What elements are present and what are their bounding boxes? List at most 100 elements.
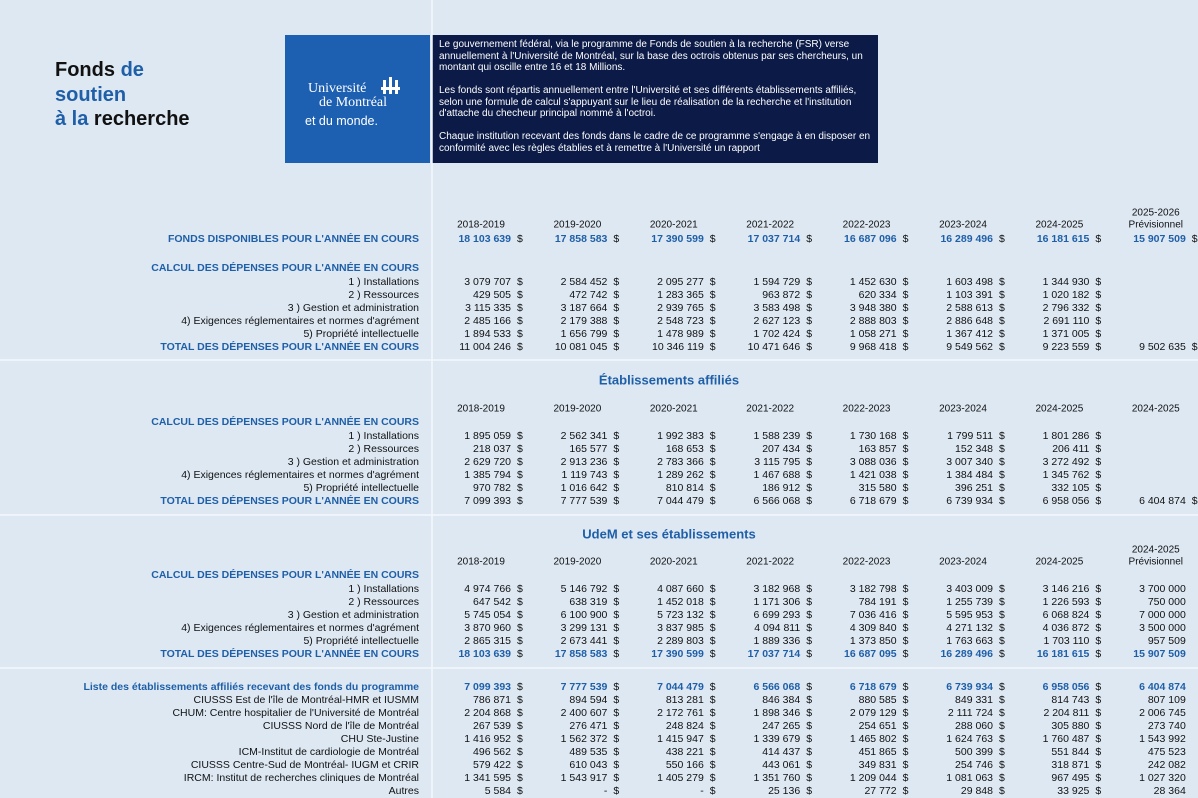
currency: $	[806, 302, 812, 314]
currency: $	[517, 482, 523, 494]
currency: $	[806, 746, 812, 758]
currency: $	[806, 469, 812, 481]
cell-value: 168 653	[666, 443, 704, 455]
cell-value: 6 739 934	[946, 495, 993, 507]
cell-value: 5 146 792	[561, 583, 608, 595]
cell-value: 206 411	[1052, 443, 1089, 455]
cell-value: 2 673 441	[561, 635, 608, 647]
cell-value: 6 100 900	[561, 609, 608, 621]
cell-value: 1 656 799	[561, 328, 608, 340]
currency: $	[999, 720, 1005, 732]
currency: $	[999, 596, 1005, 608]
cell-value: 152 348	[955, 443, 993, 455]
cell-value: 7 777 539	[561, 681, 608, 693]
cell-value: 332 105	[1051, 482, 1089, 494]
cell-value: 846 384	[762, 694, 800, 706]
title-word: soutien	[55, 83, 127, 106]
currency: $	[903, 772, 909, 784]
cell-value: 7 036 416	[850, 609, 897, 621]
currency: $	[517, 302, 523, 314]
cell-value: 273 740	[1148, 720, 1186, 732]
cell-value: 7 777 539	[561, 495, 608, 507]
cell-value: 1 020 182	[1043, 289, 1090, 301]
cell-value: 1 103 391	[946, 289, 993, 301]
currency: $	[903, 583, 909, 595]
cell-value: 2 588 613	[946, 302, 993, 314]
year-header: 2020-2021	[650, 404, 698, 415]
cell-value: 1 415 947	[657, 733, 704, 745]
currency: $	[806, 648, 812, 660]
currency: $	[903, 315, 909, 327]
year-header: 2022-2023	[843, 557, 891, 568]
row-label: 4) Exigences réglementaires et normes d'…	[181, 469, 419, 481]
currency: $	[710, 289, 716, 301]
currency: $	[517, 681, 523, 693]
cell-value: 1 801 286	[1043, 430, 1090, 442]
cell-value: 2 627 123	[753, 315, 800, 327]
row-label: TOTAL DES DÉPENSES POUR L'ANNÉE EN COURS	[160, 340, 419, 353]
currency: $	[999, 583, 1005, 595]
currency: $	[999, 315, 1005, 327]
cell-value: 1 703 110	[1043, 635, 1089, 647]
year-header: 2024-2025	[1035, 557, 1083, 568]
cell-value: 4 309 840	[850, 622, 897, 634]
cell-value: 2 939 765	[657, 302, 704, 314]
section-title: UdeM et ses établissements	[582, 526, 755, 541]
currency: $	[613, 681, 619, 693]
currency: $	[613, 482, 619, 494]
cell-value: 3 115 335	[465, 302, 511, 314]
cell-value: 3 500 000	[1139, 622, 1186, 634]
currency: $	[903, 596, 909, 608]
cell-value: 1 341 595	[464, 772, 511, 784]
currency: $	[806, 707, 812, 719]
currency: $	[806, 583, 812, 595]
cell-value: 6 958 056	[1043, 495, 1090, 507]
currency: $	[710, 583, 716, 595]
cell-value: 6 718 679	[850, 681, 897, 693]
currency: $	[806, 341, 812, 353]
cell-value: 10 081 045	[555, 341, 608, 353]
currency: $	[903, 609, 909, 621]
currency: $	[903, 302, 909, 314]
cell-value: 18 103 639	[458, 233, 511, 245]
year-header: 2024-2025	[1035, 404, 1083, 415]
cell-value: 247 265	[762, 720, 800, 732]
title-line: soutien	[55, 83, 190, 108]
cell-value: 496 562	[473, 746, 511, 758]
currency: $	[903, 495, 909, 507]
row-label: ICM-Institut de cardiologie de Montréal	[239, 746, 419, 758]
cell-value: 28 364	[1154, 785, 1186, 797]
currency: $	[613, 622, 619, 634]
currency: $	[903, 341, 909, 353]
cell-value: 10 471 646	[748, 341, 801, 353]
currency: $	[806, 495, 812, 507]
currency: $	[806, 759, 812, 771]
currency: $	[613, 733, 619, 745]
currency: $	[710, 341, 716, 353]
year-header: 2018-2019	[457, 220, 505, 231]
title-word: recherche	[93, 108, 190, 130]
currency: $	[806, 694, 812, 706]
currency: $	[613, 495, 619, 507]
cell-value: 248 824	[666, 720, 704, 732]
currency: $	[613, 720, 619, 732]
cell-value: 1 371 005	[1043, 328, 1090, 340]
currency: $	[1095, 609, 1101, 621]
cell-value: 1 603 498	[946, 276, 993, 288]
currency: $	[613, 456, 619, 468]
page-title: Fonds de soutien à la recherche	[55, 58, 190, 132]
currency: $	[999, 759, 1005, 771]
year-header: 2021-2022	[746, 220, 794, 231]
cell-value: 1 058 271	[850, 328, 897, 340]
currency: $	[517, 328, 523, 340]
cell-value: 1 894 533	[464, 328, 511, 340]
cell-value: 2 111 724	[948, 707, 993, 719]
cell-value: 7 044 479	[657, 495, 704, 507]
cell-value: 3 700 000	[1139, 583, 1186, 595]
cell-value: 2 796 332	[1043, 302, 1090, 314]
currency: $	[806, 443, 812, 455]
year-header: 2022-2023	[843, 220, 891, 231]
row-label: CHUM: Centre hospitalier de l'Université…	[172, 707, 419, 719]
currency: $	[999, 622, 1005, 634]
year-header: 2023-2024	[939, 220, 987, 231]
